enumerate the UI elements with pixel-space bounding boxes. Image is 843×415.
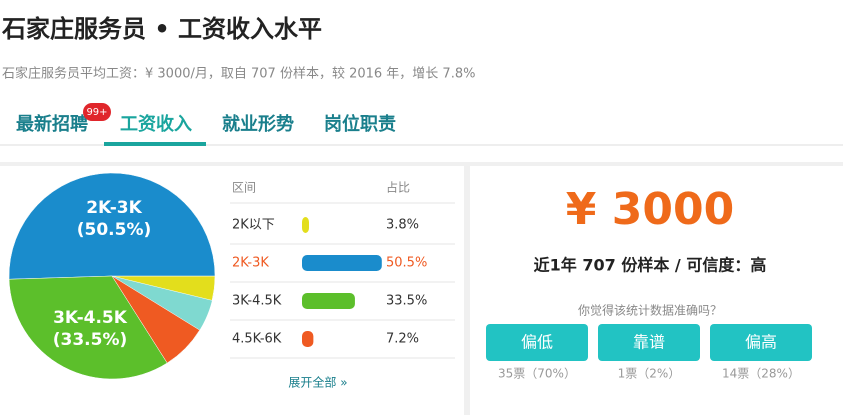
tab[interactable]: 就业形势 [222, 113, 294, 135]
vote-label[interactable]: 偏高 [745, 333, 777, 352]
pie-slice [8, 172, 216, 280]
row-value: 7.2% [386, 332, 419, 347]
row-category: 2K-3K [232, 256, 269, 271]
sample-info: 近1年 707 份样本 / 可信度：高 [534, 256, 767, 275]
row-bar [302, 293, 355, 309]
title: 石家庄服务员 • 工资收入水平 [1, 15, 322, 43]
row-bar [302, 217, 309, 233]
active-tab-underline [104, 142, 206, 146]
badge: 99+ [86, 107, 107, 118]
expand-link[interactable]: 展开全部 » [288, 375, 347, 390]
vote-label[interactable]: 靠谱 [633, 333, 665, 352]
question: 你觉得该统计数据准确吗？ [578, 303, 722, 318]
tab[interactable]: 工资收入 [120, 113, 192, 135]
badge-bg [83, 103, 111, 121]
table-header: 区间 [232, 181, 256, 195]
vote-count: 35票（70%） [498, 367, 576, 381]
vote-button[interactable] [598, 324, 700, 361]
tab[interactable]: 最新招聘 [16, 113, 88, 135]
pie-slice [8, 275, 168, 380]
summary-panel [470, 166, 843, 415]
row-value: 33.5% [386, 294, 427, 309]
pie-category-label: 3K-4.5K [53, 308, 128, 328]
row-value: 3.8% [386, 218, 419, 233]
row-value: 50.5% [386, 256, 427, 271]
pie-value-label: (33.5%) [53, 330, 128, 350]
row-category: 3K-4.5K [232, 294, 282, 309]
pie-slice [111, 275, 200, 364]
vote-count: 1票（2%） [618, 367, 681, 381]
subtitle: 石家庄服务员平均工资：¥ 3000/月，取自 707 份样本，较 2016 年，… [2, 66, 475, 82]
vote-count: 14票（28%） [722, 367, 800, 381]
salary: ¥ 3000 [566, 184, 734, 235]
vote-button[interactable] [486, 324, 588, 361]
row-category: 2K以下 [232, 218, 275, 233]
vote-button[interactable] [710, 324, 812, 361]
vote-label[interactable]: 偏低 [521, 333, 553, 352]
row-category: 4.5K-6K [232, 332, 282, 347]
row-bar [302, 255, 382, 271]
tab[interactable]: 岗位职责 [324, 113, 396, 135]
pie-value-label: (50.5%) [77, 220, 152, 240]
pie-category-label: 2K-3K [86, 198, 142, 218]
table-header: 占比 [386, 180, 410, 195]
row-bar [302, 331, 314, 347]
